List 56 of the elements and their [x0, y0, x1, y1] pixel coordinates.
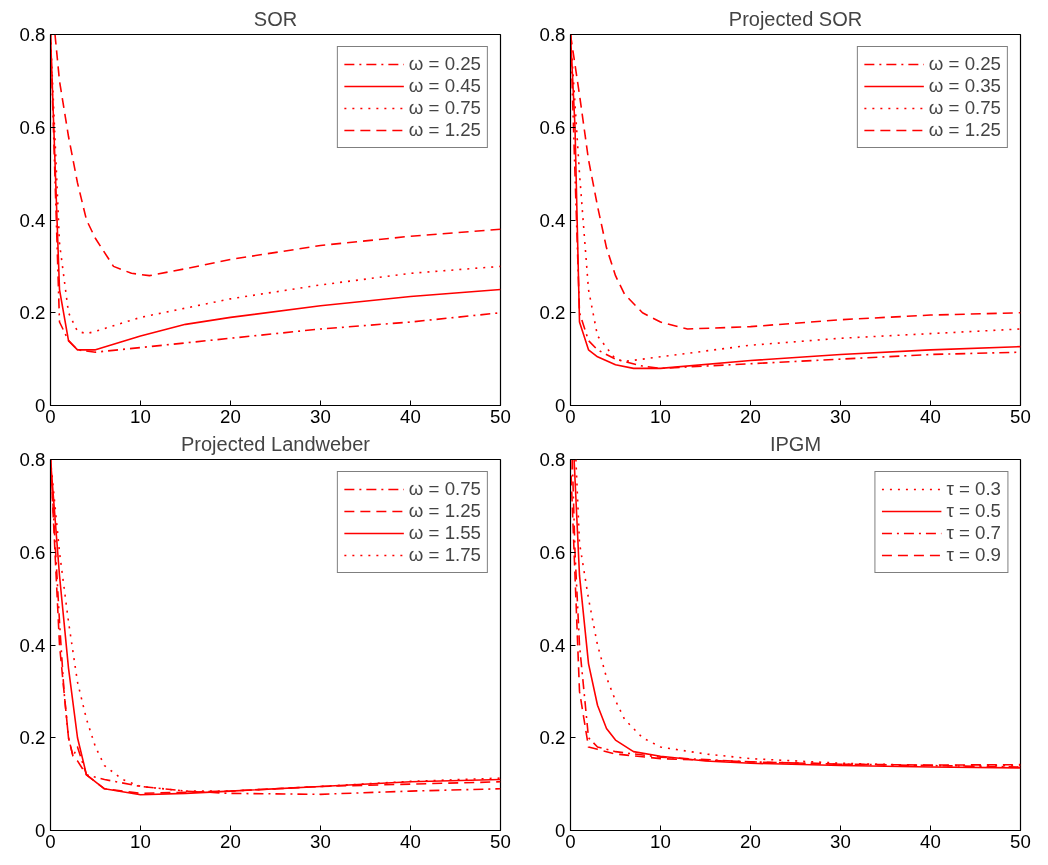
legend-label: ω = 1.75: [408, 544, 481, 566]
legend-label: ω = 0.45: [408, 75, 481, 97]
x-tick-label: 50: [490, 405, 511, 427]
y-tick-label: 0.4: [19, 209, 46, 231]
chart-title: Projected SOR: [728, 7, 863, 30]
legend-label: ω = 0.75: [408, 478, 481, 500]
y-tick-label: 0.6: [539, 541, 566, 563]
y-tick-label: 0.4: [539, 634, 566, 656]
x-tick-label: 20: [740, 830, 761, 852]
legend-label: τ = 0.5: [946, 500, 1001, 522]
y-tick-label: 0.8: [539, 449, 566, 470]
x-tick-label: 40: [920, 830, 941, 852]
y-tick-label: 0.8: [19, 449, 46, 470]
y-tick-label: 0.8: [19, 24, 46, 45]
y-tick-label: 0.2: [539, 727, 566, 749]
legend-label: τ = 0.9: [946, 544, 1001, 566]
x-tick-label: 30: [310, 405, 331, 427]
chart-title: IPGM: [769, 432, 822, 455]
y-tick-label: 0.8: [539, 24, 566, 45]
y-tick-label: 0.6: [19, 116, 46, 138]
x-tick-label: 30: [830, 405, 851, 427]
legend-label: ω = 1.25: [408, 119, 481, 141]
x-tick-label: 10: [650, 830, 671, 852]
legend-label: ω = 0.25: [928, 53, 1001, 75]
x-tick-label: 40: [920, 405, 941, 427]
x-tick-label: 40: [400, 405, 421, 427]
chart-title: Projected Landweber: [180, 432, 371, 455]
y-tick-label: 0.2: [19, 727, 46, 749]
legend-label: τ = 0.3: [946, 478, 1001, 500]
x-tick-label: 50: [1010, 405, 1031, 427]
legend-label: ω = 1.55: [408, 522, 481, 544]
x-tick-label: 30: [830, 830, 851, 852]
y-tick-label: 0.2: [19, 302, 46, 324]
y-tick-label: 0.6: [19, 541, 46, 563]
x-tick-label: 10: [130, 405, 151, 427]
chart-title: SOR: [253, 7, 298, 30]
y-tick-label: 0.2: [539, 302, 566, 324]
x-tick-label: 50: [490, 830, 511, 852]
legend-label: ω = 0.25: [408, 53, 481, 75]
legend-label: ω = 0.75: [928, 97, 1001, 119]
legend-label: ω = 1.25: [928, 119, 1001, 141]
legend-label: ω = 0.35: [928, 75, 1001, 97]
y-tick-label: 0.4: [19, 634, 46, 656]
x-tick-label: 20: [220, 405, 241, 427]
legend-label: ω = 1.25: [408, 500, 481, 522]
y-tick-label: 0.4: [539, 209, 566, 231]
legend-label: ω = 0.75: [408, 97, 481, 119]
x-tick-label: 50: [1010, 830, 1031, 852]
x-tick-label: 10: [130, 830, 151, 852]
y-tick-label: 0.6: [539, 116, 566, 138]
x-tick-label: 10: [650, 405, 671, 427]
legend-label: τ = 0.7: [946, 522, 1001, 544]
x-tick-label: 30: [310, 830, 331, 852]
x-tick-label: 40: [400, 830, 421, 852]
x-tick-label: 20: [740, 405, 761, 427]
x-tick-label: 20: [220, 830, 241, 852]
